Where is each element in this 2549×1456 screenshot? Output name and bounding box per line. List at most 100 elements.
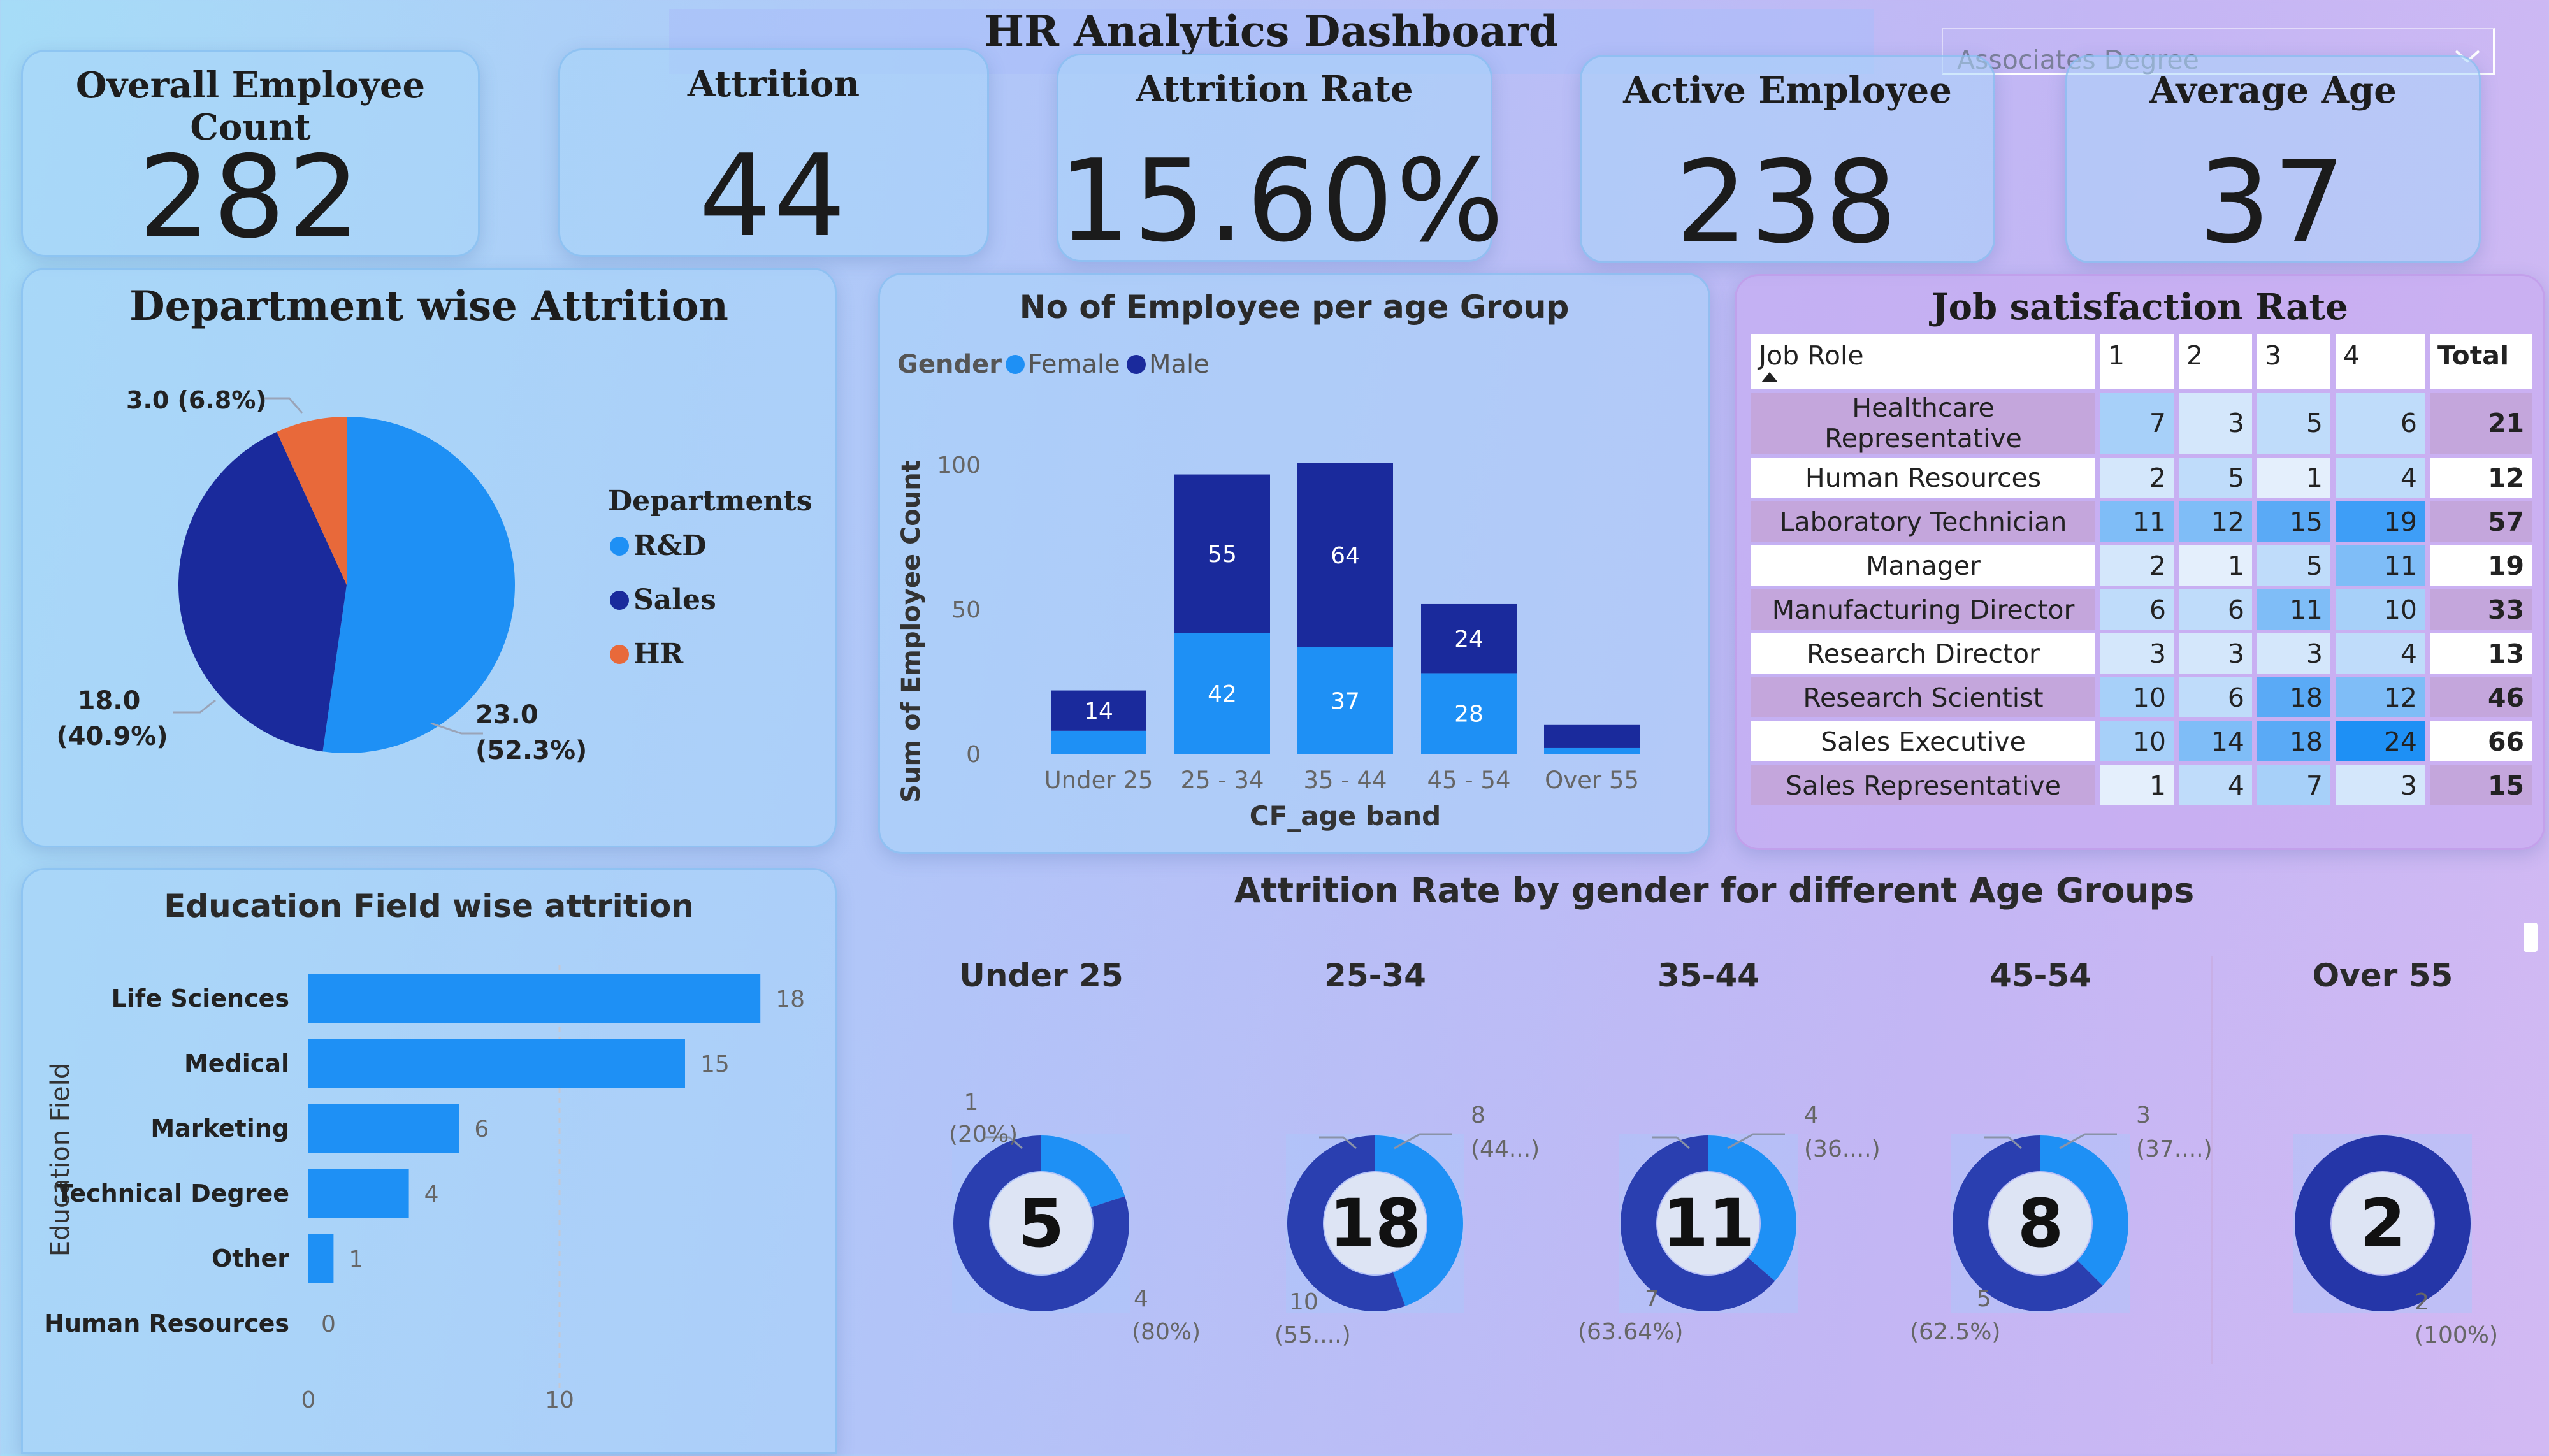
table-row[interactable]: Healthcare Representative 7 3 5 6 21	[1751, 393, 2532, 454]
donut-label-a-pct: (44...)	[1471, 1136, 1540, 1162]
kpi-overall-employee-count: Overall Employee Count 282	[21, 50, 480, 263]
satisfaction-cell: 19	[2336, 501, 2425, 542]
donut-chart[interactable]: 11	[1621, 1135, 1796, 1311]
donut-segment[interactable]	[1041, 1135, 1125, 1207]
category-label: Marketing	[150, 1114, 289, 1142]
leader-line	[1319, 1136, 1357, 1150]
education-bar-chart: Education Field Life Sciences 18 Medical 15…	[44, 965, 805, 1413]
donut-label-b: 7	[1645, 1286, 1659, 1312]
table-row[interactable]: Research Director 3 3 3 4 13	[1751, 633, 2532, 674]
pie-slice-rd[interactable]	[322, 417, 515, 753]
legend-item-hr[interactable]: HR	[633, 638, 684, 670]
legend-item-sales[interactable]: Sales	[633, 584, 716, 616]
column-header-job-role[interactable]: Job Role	[1751, 334, 2095, 389]
satisfaction-cell: 2	[2100, 458, 2174, 498]
job-role-cell: Research Director	[1751, 633, 2095, 674]
total-cell: 33	[2430, 589, 2532, 630]
bar-male[interactable]	[1297, 463, 1393, 647]
kpi-label: Overall Employee Count	[75, 64, 426, 148]
scrollbar-handle[interactable]	[2524, 923, 2538, 952]
donut-label-b-pct: (55....)	[1274, 1322, 1351, 1348]
table-row[interactable]: Manager 2 1 5 11 19	[1751, 545, 2532, 586]
table-row[interactable]: Laboratory Technician 11 12 15 19 57	[1751, 501, 2532, 542]
job-role-cell: Sales Executive	[1751, 721, 2095, 761]
column-header-3[interactable]: 3	[2257, 334, 2330, 389]
donut-segment[interactable]	[1287, 1135, 1406, 1311]
donut-segment[interactable]	[1375, 1135, 1463, 1306]
satisfaction-cell: 6	[2336, 393, 2425, 454]
kpi-active-employee: Active Employee 238	[1580, 55, 1995, 268]
table-row[interactable]: Human Resources 2 5 1 4 12	[1751, 458, 2532, 498]
satisfaction-cell: 5	[2257, 545, 2330, 586]
donut-segment[interactable]	[953, 1135, 1129, 1311]
column-header-2[interactable]: 2	[2179, 334, 2252, 389]
kpi-value: 238	[1675, 136, 1900, 268]
donut-label-b: 2	[2415, 1289, 2429, 1315]
bar-male[interactable]	[1051, 690, 1146, 731]
bar-education[interactable]	[308, 1169, 409, 1218]
table-row[interactable]: Research Scientist 10 6 18 12 46	[1751, 677, 2532, 717]
data-label-female: 42	[1208, 681, 1237, 707]
category-label: Technical Degree	[56, 1179, 289, 1207]
satisfaction-cell: 10	[2336, 589, 2425, 630]
bar-male[interactable]	[1421, 603, 1517, 674]
kpi-label: Average Age	[2149, 69, 2397, 112]
table-row[interactable]: Manufacturing Director 6 6 11 10 33	[1751, 589, 2532, 630]
donut-segment[interactable]	[2295, 1135, 2471, 1311]
bar-female[interactable]	[1297, 647, 1393, 754]
donut-chart[interactable]: 5	[953, 1135, 1129, 1311]
donut-center	[1989, 1172, 2091, 1274]
column-header-4[interactable]: 4	[2336, 334, 2425, 389]
bar-education[interactable]	[308, 1234, 334, 1283]
pie-slice-hr[interactable]	[277, 417, 347, 585]
bar-female[interactable]	[1421, 673, 1517, 754]
x-tick-10: 10	[545, 1387, 574, 1413]
donut-segment[interactable]	[2040, 1135, 2128, 1286]
pie-slice-sales[interactable]	[178, 431, 347, 752]
satisfaction-cell: 11	[2100, 501, 2174, 542]
donut-chart[interactable]: 8	[1953, 1135, 2128, 1311]
satisfaction-cell: 4	[2179, 765, 2252, 805]
donut-center	[1324, 1172, 1426, 1274]
donut-center	[1657, 1172, 1759, 1274]
kpi-value: 15.60%	[1058, 135, 1506, 267]
table-row[interactable]: Sales Executive 10 14 18 24 66	[1751, 721, 2532, 761]
data-label-hr: 3.0 (6.8%)	[126, 386, 267, 414]
legend-item-female[interactable]: Female	[1028, 350, 1120, 379]
satisfaction-cell: 6	[2100, 589, 2174, 630]
legend-item-male[interactable]: Male	[1149, 350, 1210, 379]
donut-segment[interactable]	[1708, 1135, 1796, 1281]
bar-male[interactable]	[1174, 474, 1270, 633]
kpi-value: 282	[138, 131, 363, 263]
satisfaction-cell: 24	[2336, 721, 2425, 761]
satisfaction-cell: 1	[2100, 765, 2174, 805]
bar-education[interactable]	[308, 974, 761, 1023]
bar-female[interactable]	[1174, 633, 1270, 754]
donut-segment[interactable]	[1621, 1135, 1775, 1311]
bar-female[interactable]	[1544, 747, 1640, 754]
bar-education[interactable]	[308, 1104, 459, 1153]
satisfaction-cell: 5	[2179, 458, 2252, 498]
donut-group-title: 45-54	[1989, 957, 2091, 994]
satisfaction-cell: 11	[2336, 545, 2425, 586]
donut-label-b-pct: (63.64%)	[1578, 1319, 1683, 1345]
donut-group-title: 25-34	[1324, 957, 1426, 994]
total-cell: 13	[2430, 633, 2532, 674]
satisfaction-cell: 7	[2257, 765, 2330, 805]
donut-chart[interactable]: 18	[1287, 1135, 1463, 1311]
donut-chart[interactable]: 2	[2295, 1135, 2471, 1311]
bar-education[interactable]	[308, 1039, 685, 1088]
total-cell: 15	[2430, 765, 2532, 805]
total-cell: 46	[2430, 677, 2532, 717]
donut-segment[interactable]	[1953, 1135, 2103, 1311]
job-role-cell: Healthcare Representative	[1751, 393, 2095, 454]
table-row[interactable]: Sales Representative 1 4 7 3 15	[1751, 765, 2532, 805]
column-header-total[interactable]: Total	[2430, 334, 2532, 389]
column-header-1[interactable]: 1	[2100, 334, 2174, 389]
data-label: 0	[321, 1311, 336, 1337]
bar-male[interactable]	[1544, 724, 1640, 748]
legend-item-rd[interactable]: R&D	[633, 530, 706, 562]
donut-group-title: Under 25	[959, 957, 1123, 994]
bar-female[interactable]	[1051, 730, 1146, 754]
leader-line-hr	[263, 397, 303, 414]
